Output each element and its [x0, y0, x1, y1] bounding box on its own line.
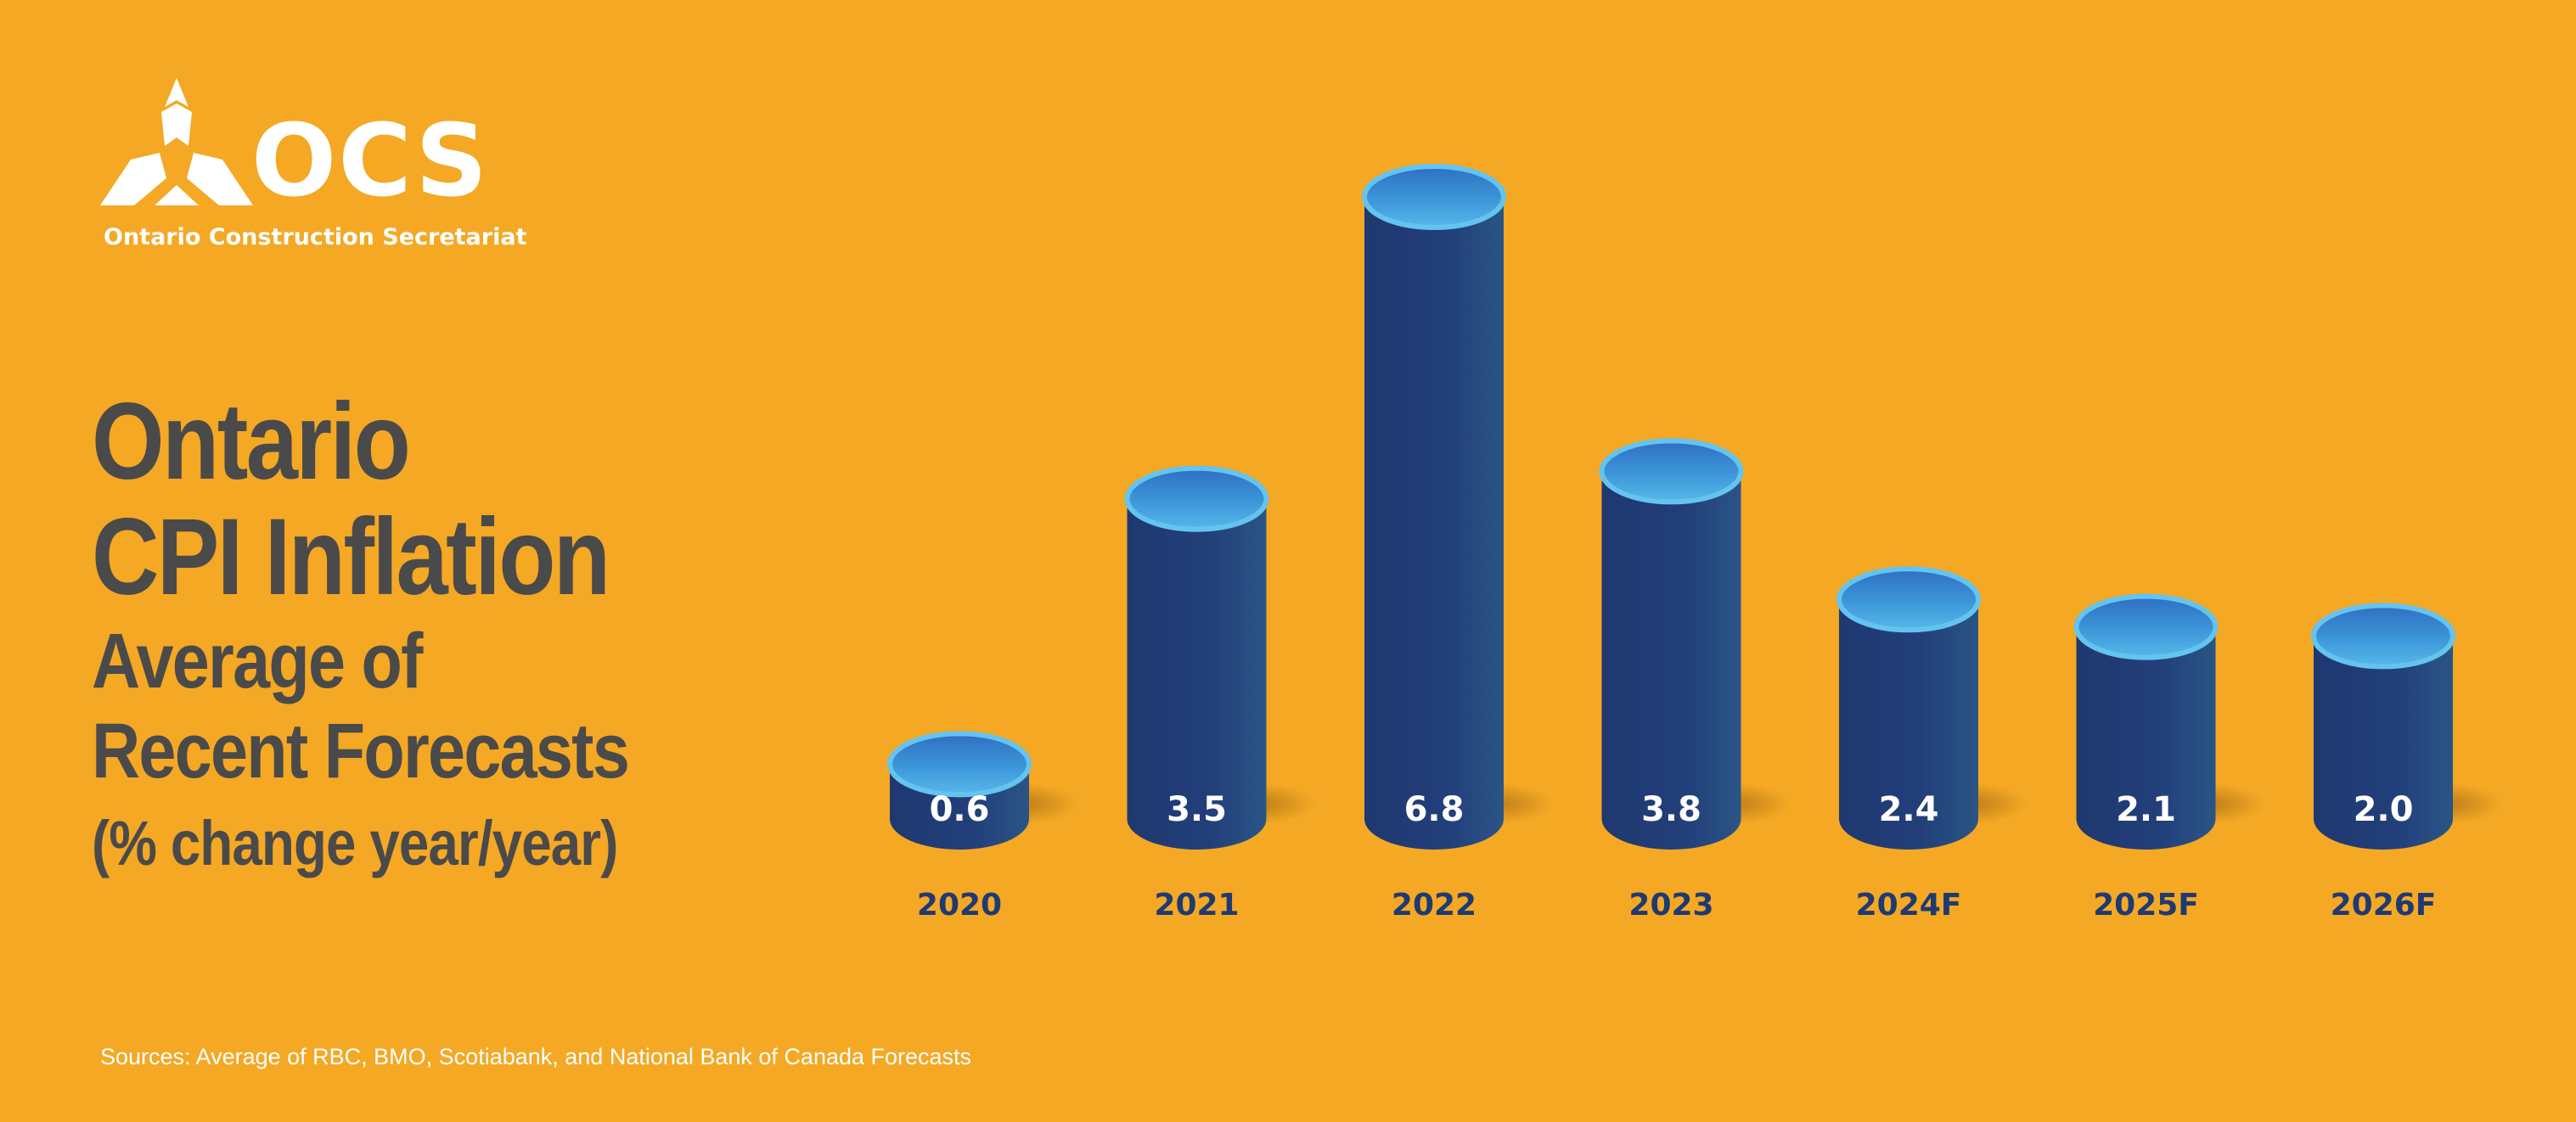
bar-body — [1839, 599, 1978, 850]
bar-top — [2073, 593, 2219, 660]
bar-value-label: 2.4 — [1879, 790, 1939, 829]
source-note: Sources: Average of RBC, BMO, Scotiabank… — [100, 1044, 972, 1069]
title-line-2: CPI Inflation — [92, 496, 610, 618]
title-line-1: Ontario — [92, 381, 411, 502]
x-tick-label: 2020 — [917, 888, 1002, 923]
bar-top — [1124, 465, 1269, 532]
bar-value-label: 2.0 — [2354, 790, 2414, 829]
x-tick-label: 2022 — [1392, 888, 1476, 923]
bar-value-label: 3.5 — [1167, 790, 1227, 829]
bar-top — [1599, 438, 1744, 505]
bar-body — [1601, 471, 1741, 850]
bar-2022: 6.8 2022 — [1362, 164, 1553, 923]
bar-top — [1836, 566, 1981, 633]
bar-value-label: 3.8 — [1641, 790, 1701, 829]
bar-top — [1362, 164, 1506, 230]
ocs-logo: OCS Ontario Construction Secretariat — [100, 78, 526, 256]
bar-value-label: 2.1 — [2116, 790, 2176, 829]
x-tick-label: 2023 — [1628, 888, 1713, 923]
x-tick-label: 2026F — [2331, 888, 2437, 923]
bar-2025F: 2.1 2025F — [2073, 593, 2265, 923]
bar-value-label: 0.6 — [930, 790, 990, 829]
bar-value-label: 6.8 — [1404, 790, 1465, 829]
bar-2020: 0.6 2020 — [887, 731, 1078, 923]
bar-2026F: 2.0 2026F — [2311, 603, 2502, 923]
title-line-5: (% change year/year) — [92, 808, 618, 878]
x-tick-label: 2024F — [1856, 888, 1962, 923]
title-line-4: Recent Forecasts — [92, 708, 630, 794]
x-tick-label: 2025F — [2093, 888, 2199, 923]
bar-2023: 3.8 2023 — [1599, 438, 1791, 923]
bar-top — [887, 731, 1032, 798]
x-tick-label: 2021 — [1154, 888, 1239, 923]
bar-body — [2314, 636, 2453, 850]
bar-body — [1364, 197, 1504, 850]
bar-top — [2311, 603, 2455, 670]
chart-title: Ontario CPI Inflation Average of Recent … — [92, 386, 754, 890]
ocs-logo-icon — [100, 78, 253, 205]
logo-subtitle: Ontario Construction Secretariat — [104, 224, 527, 250]
title-line-3: Average of — [92, 618, 424, 704]
bar-2024F: 2.4 2024F — [1836, 566, 2028, 923]
logo-wordmark: OCS — [251, 102, 490, 219]
bar-body — [1127, 498, 1267, 850]
bar-2021: 3.5 2021 — [1124, 465, 1316, 923]
bar-body — [2076, 626, 2216, 850]
